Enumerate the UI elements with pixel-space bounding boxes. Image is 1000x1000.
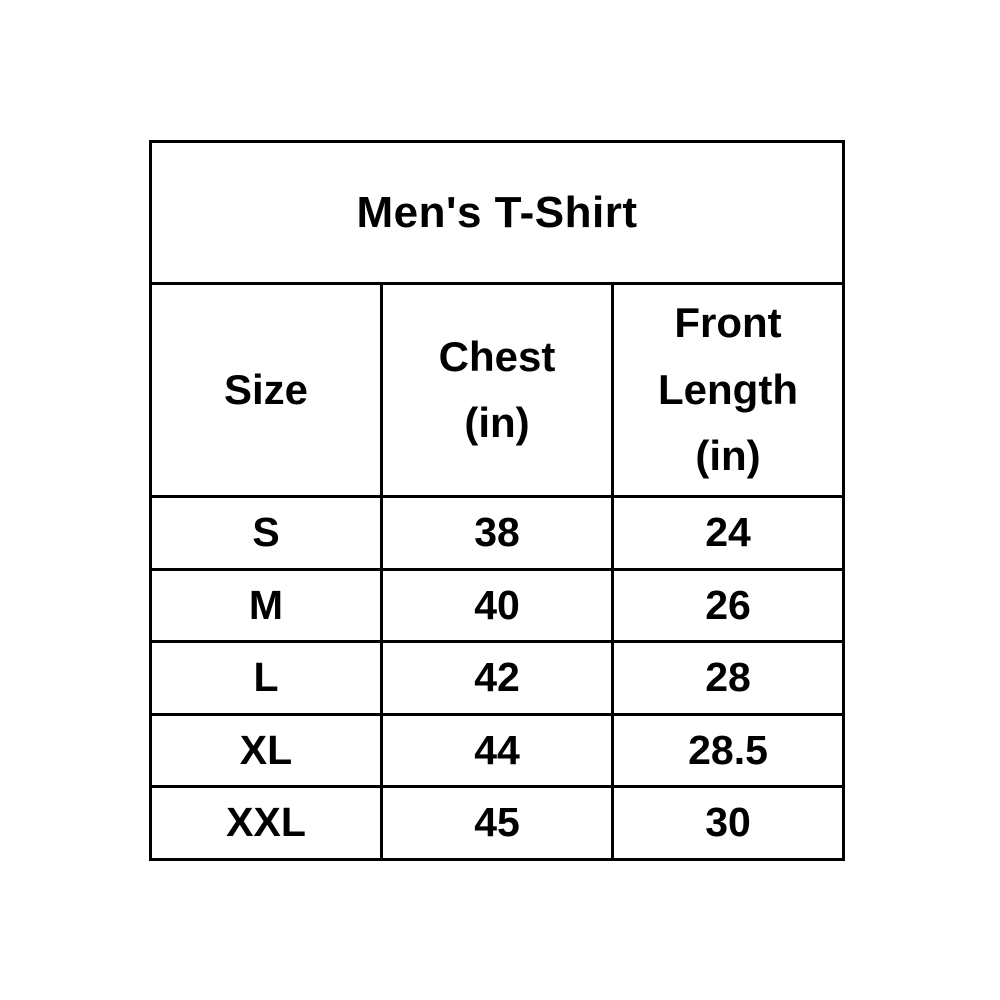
cell-front-length: 26 [611, 567, 845, 643]
table-row-l: L 42 28 [149, 640, 845, 716]
table-title-row: Men's T-Shirt [149, 140, 845, 285]
cell-size: L [149, 640, 383, 716]
table-row-s: S 38 24 [149, 495, 845, 571]
cell-size: M [149, 567, 383, 643]
column-header-front-length: Front Length (in) [611, 282, 845, 498]
cell-size: XXL [149, 785, 383, 861]
cell-size: XL [149, 712, 383, 788]
table-row-xl: XL 44 28.5 [149, 712, 845, 788]
cell-chest: 42 [380, 640, 614, 716]
size-chart-table: Men's T-Shirt Size Chest (in) Front Leng… [149, 140, 845, 861]
cell-chest: 38 [380, 495, 614, 571]
table-row-xxl: XXL 45 30 [149, 785, 845, 861]
cell-front-length: 28 [611, 640, 845, 716]
cell-front-length: 30 [611, 785, 845, 861]
column-header-size: Size [149, 282, 383, 498]
cell-front-length: 28.5 [611, 712, 845, 788]
cell-chest: 44 [380, 712, 614, 788]
cell-front-length: 24 [611, 495, 845, 571]
table-header-row: Size Chest (in) Front Length (in) [149, 282, 845, 498]
cell-chest: 40 [380, 567, 614, 643]
table-row-m: M 40 26 [149, 567, 845, 643]
column-header-chest: Chest (in) [380, 282, 614, 498]
table-title: Men's T-Shirt [149, 140, 845, 285]
cell-chest: 45 [380, 785, 614, 861]
cell-size: S [149, 495, 383, 571]
